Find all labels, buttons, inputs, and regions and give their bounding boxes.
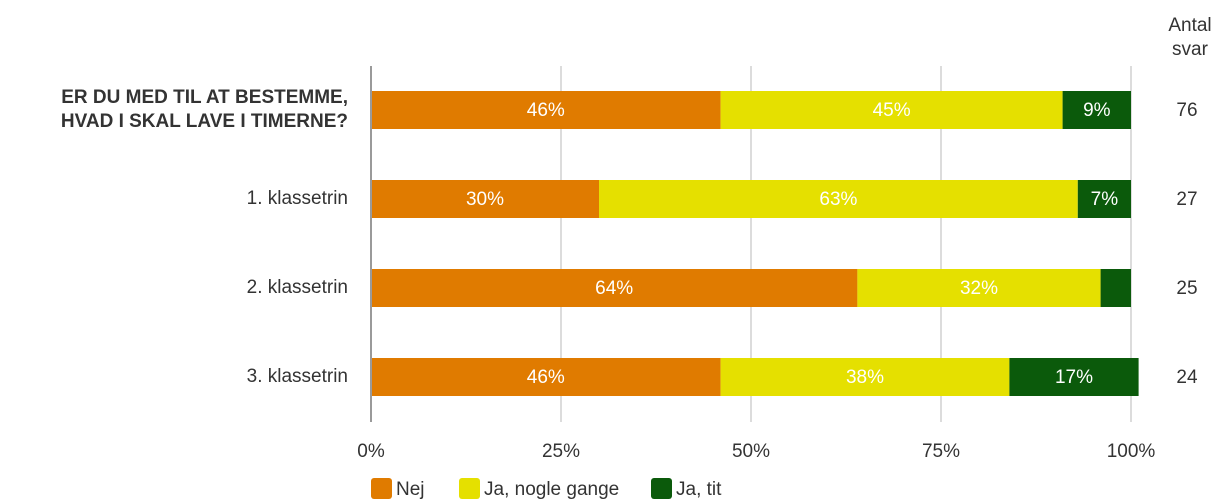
legend-label: Nej	[396, 479, 425, 500]
bar-segment	[371, 358, 721, 396]
bar-segment	[857, 269, 1101, 307]
x-tick-label: 25%	[542, 441, 580, 462]
bar-value-label: 17%	[1055, 367, 1093, 388]
x-tick-label: 0%	[357, 441, 385, 462]
answer-count: 24	[1176, 367, 1198, 388]
bar-value-label: 7%	[1091, 189, 1119, 210]
category-label: 1. klassetrin	[247, 188, 348, 209]
legend-label: Ja, tit	[676, 479, 722, 500]
bar-value-label: 64%	[595, 278, 633, 299]
bar-segment	[720, 358, 1010, 396]
bar-value-label: 38%	[846, 367, 884, 388]
bar-value-label: 46%	[527, 100, 565, 121]
legend-swatch	[459, 478, 480, 499]
bar-segment	[371, 91, 721, 129]
bar-segment	[720, 91, 1063, 129]
answer-count: 25	[1176, 278, 1197, 299]
bar-segment	[1062, 91, 1131, 129]
bar-value-label: 46%	[527, 367, 565, 388]
bar-value-label: 9%	[1083, 100, 1111, 121]
category-label: ER DU MED TIL AT BESTEMME, HVAD I SKAL LA…	[61, 87, 348, 132]
legend-swatch	[651, 478, 672, 499]
x-tick-label: 50%	[732, 441, 770, 462]
x-tick-label: 75%	[922, 441, 960, 462]
category-label: 2. klassetrin	[247, 277, 348, 298]
category-label: 3. klassetrin	[247, 366, 348, 387]
answer-count-header: Antal svar	[1168, 15, 1211, 60]
bar-value-label: 30%	[466, 189, 504, 210]
bar-segment	[1100, 269, 1131, 307]
x-tick-label: 100%	[1107, 441, 1156, 462]
bar-value-label: 32%	[960, 278, 998, 299]
bar-segment	[371, 180, 599, 218]
bar-value-label: 63%	[819, 189, 857, 210]
bar-segment	[1077, 180, 1131, 218]
answer-count: 27	[1176, 189, 1197, 210]
bar-segment	[599, 180, 1078, 218]
legend-swatch	[371, 478, 392, 499]
bar-value-label: 45%	[873, 100, 911, 121]
legend-label: Ja, nogle gange	[484, 479, 619, 500]
answer-count: 76	[1176, 100, 1197, 121]
bar-segment	[1009, 358, 1139, 396]
bar-segment	[371, 269, 858, 307]
